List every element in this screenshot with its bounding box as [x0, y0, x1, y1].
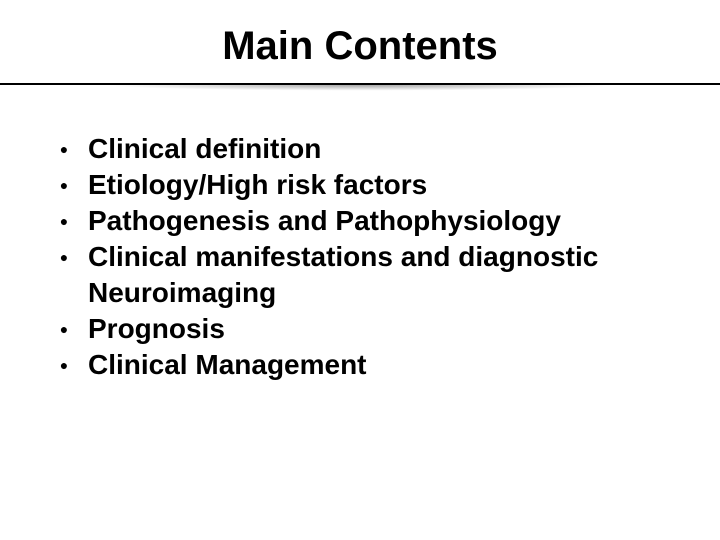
- bullet-list: ● Clinical definition ● Etiology/High ri…: [40, 131, 680, 383]
- title-divider-shadow: [0, 85, 720, 93]
- bullet-text: Clinical manifestations and diagnostic N…: [88, 239, 680, 311]
- bullet-icon: ●: [40, 167, 88, 203]
- bullet-text: Clinical definition: [88, 131, 680, 167]
- title-divider-line: [0, 83, 720, 85]
- list-item: ● Prognosis: [40, 311, 680, 347]
- list-item: ● Pathogenesis and Pathophysiology: [40, 203, 680, 239]
- content-area: ● Clinical definition ● Etiology/High ri…: [0, 93, 720, 383]
- bullet-text: Clinical Management: [88, 347, 680, 383]
- title-area: Main Contents: [0, 0, 720, 77]
- bullet-text: Pathogenesis and Pathophysiology: [88, 203, 680, 239]
- slide-container: Main Contents ● Clinical definition ● Et…: [0, 0, 720, 540]
- bullet-text: Prognosis: [88, 311, 680, 347]
- slide-title: Main Contents: [0, 24, 720, 69]
- list-item: ● Clinical manifestations and diagnostic…: [40, 239, 680, 311]
- list-item: ● Clinical definition: [40, 131, 680, 167]
- bullet-icon: ●: [40, 347, 88, 383]
- bullet-text: Etiology/High risk factors: [88, 167, 680, 203]
- list-item: ● Etiology/High risk factors: [40, 167, 680, 203]
- bullet-icon: ●: [40, 239, 88, 275]
- bullet-icon: ●: [40, 203, 88, 239]
- title-divider-wrap: [0, 83, 720, 93]
- bullet-icon: ●: [40, 131, 88, 167]
- bullet-icon: ●: [40, 311, 88, 347]
- list-item: ● Clinical Management: [40, 347, 680, 383]
